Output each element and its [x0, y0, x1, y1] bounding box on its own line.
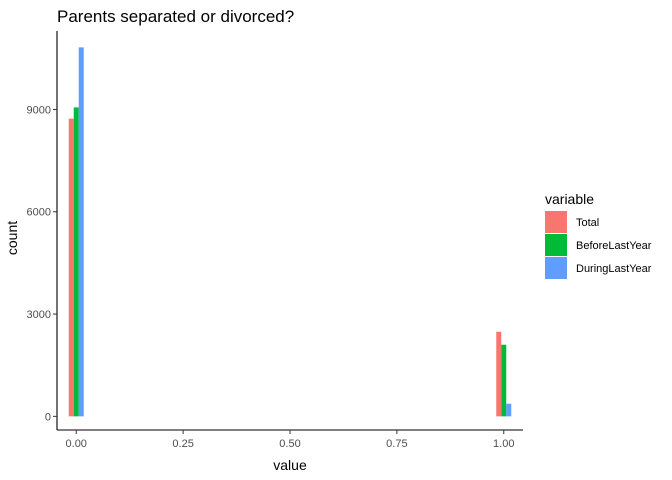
x-tick-label: 0.25 [172, 438, 193, 450]
legend-swatch-DuringLastYear [545, 257, 567, 279]
legend-label-BeforeLastYear: BeforeLastYear [576, 240, 652, 252]
bar-DuringLastYear-1 [506, 403, 512, 417]
bar-DuringLastYear-0 [78, 47, 84, 417]
y-tick-label: 9000 [27, 104, 51, 116]
legend-label-Total: Total [576, 217, 599, 229]
x-tick-label: 0.00 [66, 438, 87, 450]
chart-title: Parents separated or divorced? [57, 7, 294, 26]
y-axis-ticks: 0 3000 6000 9000 [27, 104, 57, 423]
x-axis-title: value [273, 457, 307, 473]
bar-Total-0 [68, 118, 74, 417]
legend-swatch-Total [545, 211, 567, 233]
bars-group [68, 47, 512, 417]
y-axis-title: count [4, 221, 20, 255]
bar-BeforeLastYear-0 [73, 107, 79, 417]
legend: variable Total BeforeLastYear DuringLastYe… [545, 191, 652, 279]
bar-Total-1 [496, 331, 502, 417]
legend-title: variable [545, 191, 594, 207]
y-tick-label: 3000 [27, 309, 51, 321]
x-tick-label: 1.00 [493, 438, 514, 450]
legend-label-DuringLastYear: DuringLastYear [576, 263, 652, 275]
y-tick-label: 6000 [27, 207, 51, 219]
x-tick-label: 0.75 [386, 438, 407, 450]
y-tick-label: 0 [45, 411, 51, 423]
x-tick-label: 0.50 [279, 438, 300, 450]
bar-BeforeLastYear-1 [501, 344, 507, 417]
legend-swatch-BeforeLastYear [545, 234, 567, 256]
x-axis-ticks: 0.00 0.25 0.50 0.75 1.00 [66, 430, 514, 450]
